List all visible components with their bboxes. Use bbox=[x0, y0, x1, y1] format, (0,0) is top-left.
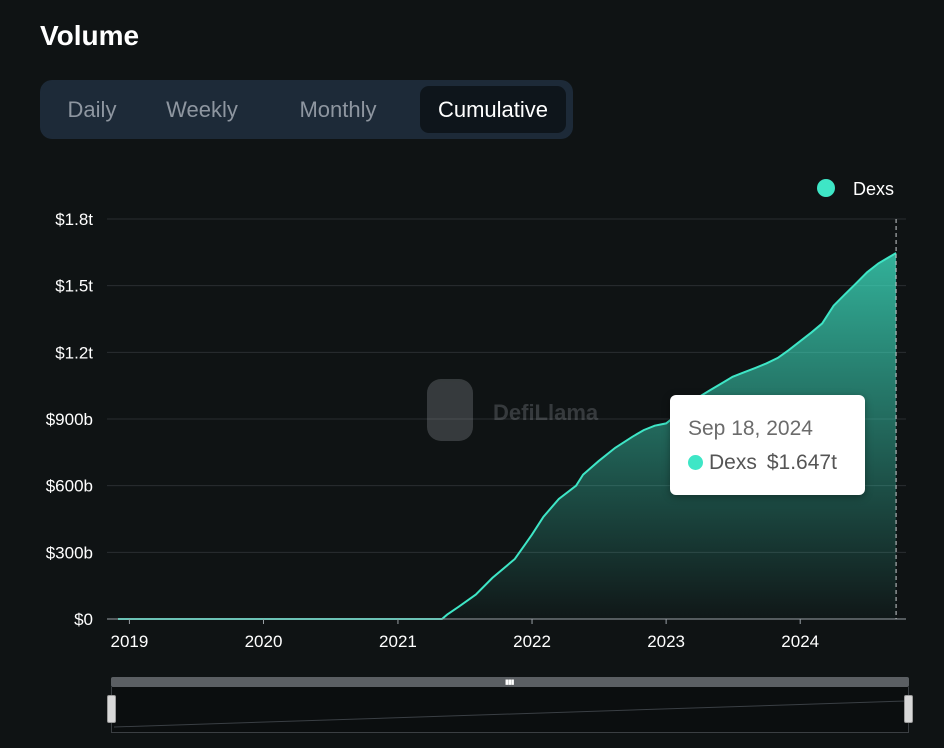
range-brush[interactable]: ▮▮▮ bbox=[107, 677, 913, 733]
tab-weekly[interactable]: Weekly bbox=[166, 97, 238, 122]
x-tick-label: 2023 bbox=[647, 632, 685, 651]
brush-start-handle[interactable] bbox=[107, 695, 116, 723]
x-tick-label: 2022 bbox=[513, 632, 551, 651]
tab-cumulative[interactable]: Cumulative bbox=[420, 86, 566, 133]
series-area-fill bbox=[118, 253, 897, 619]
legend: Dexs bbox=[817, 179, 894, 199]
y-tick-label: $1.8t bbox=[55, 210, 93, 229]
tooltip-series-dot-icon bbox=[688, 455, 703, 470]
grip-icon: ▮▮▮ bbox=[505, 678, 515, 686]
defillama-logo-icon bbox=[427, 379, 473, 441]
y-tick-label: $1.2t bbox=[55, 343, 93, 362]
page-title: Volume bbox=[40, 20, 140, 51]
tab-monthly[interactable]: Monthly bbox=[299, 97, 377, 122]
x-tick-label: 2021 bbox=[379, 632, 417, 651]
x-tick-label: 2024 bbox=[781, 632, 819, 651]
tooltip-date: Sep 18, 2024 bbox=[688, 417, 813, 440]
axes: $0 $300b $600b $900b $1.2t $1.5t $1.8t 2019 2020… bbox=[46, 210, 906, 651]
x-tick-label: 2020 bbox=[245, 632, 283, 651]
legend-dot-icon bbox=[817, 179, 835, 197]
brush-end-handle[interactable] bbox=[904, 695, 913, 723]
interval-tab-group: Daily Weekly Monthly Cumulative bbox=[40, 80, 573, 139]
y-tick-label: $0 bbox=[74, 610, 93, 629]
x-tick-label: 2019 bbox=[110, 632, 148, 651]
brush-preview bbox=[111, 687, 909, 733]
y-tick-label: $600b bbox=[46, 477, 93, 496]
y-tick-label: $300b bbox=[46, 543, 93, 562]
brush-drag-bar[interactable] bbox=[111, 677, 909, 687]
tooltip-row: Dexs $1.647t bbox=[688, 451, 837, 475]
tooltip: Sep 18, 2024 Dexs $1.647t bbox=[670, 395, 865, 495]
tooltip-series-name: Dexs bbox=[709, 451, 757, 474]
tab-daily[interactable]: Daily bbox=[67, 97, 117, 122]
watermark: DefiLlama bbox=[427, 379, 599, 441]
y-tick-label: $1.5t bbox=[55, 277, 93, 296]
y-tick-label: $900b bbox=[46, 410, 93, 429]
watermark-text: DefiLlama bbox=[493, 400, 599, 425]
tooltip-value: $1.647t bbox=[766, 451, 837, 474]
legend-label-dexs: Dexs bbox=[853, 179, 894, 199]
